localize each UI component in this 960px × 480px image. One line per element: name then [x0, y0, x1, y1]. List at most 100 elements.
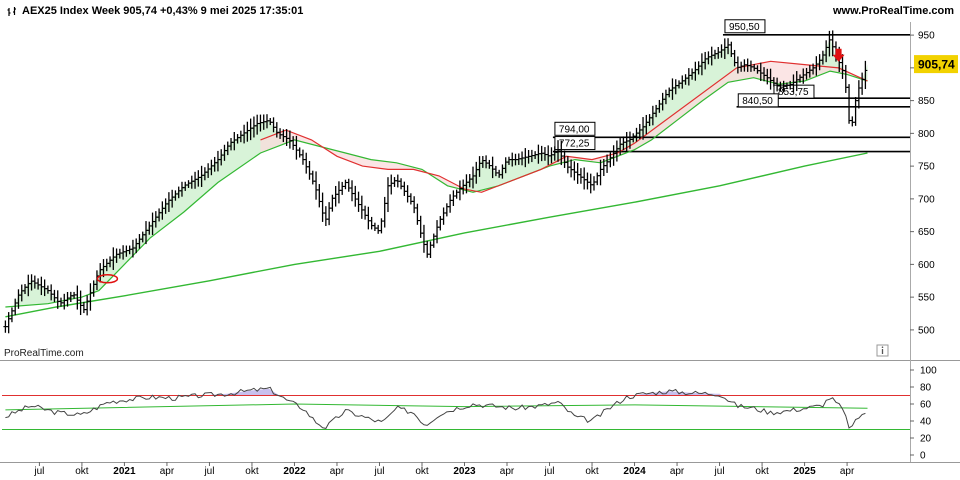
price-bar: [457, 180, 462, 201]
price-bar: [578, 168, 583, 184]
price-bar: [323, 206, 328, 227]
rsi-line: [5, 386, 866, 429]
x-tick-label: jul: [714, 466, 725, 477]
price-bar: [359, 195, 364, 219]
bar-chart-icon: [7, 7, 16, 16]
level-label: 950,50: [729, 22, 760, 33]
price-bar: [300, 149, 305, 165]
down-arrow-marker: [832, 48, 845, 62]
circle-marker: [96, 274, 119, 284]
x-tick-label: okt: [755, 466, 769, 477]
x-tick-label: 2021: [113, 466, 136, 477]
price-bar: [582, 167, 587, 190]
price-bar: [297, 147, 302, 158]
x-tick-label: 2022: [283, 466, 306, 477]
rsi-y-tick-label: 0: [920, 451, 926, 462]
price-bar: [336, 181, 341, 204]
info-icon-dot: [881, 346, 884, 349]
price-bar: [376, 224, 381, 234]
price-bar: [372, 222, 377, 231]
price-y-tick-label: 650: [918, 227, 935, 238]
price-bar: [333, 185, 338, 207]
price-bar: [425, 240, 430, 258]
x-tick-label: apr: [330, 466, 345, 477]
price-bar: [369, 216, 374, 230]
ma-mid-line: [5, 70, 868, 308]
price-bar: [588, 173, 593, 194]
x-tick-label: okt: [415, 466, 429, 477]
price-bar: [585, 172, 590, 190]
price-bar: [304, 152, 309, 174]
price-y-tick-label: 800: [918, 129, 935, 140]
price-bar: [418, 215, 423, 238]
site-link[interactable]: www.ProRealTime.com: [832, 5, 954, 17]
price-bar: [85, 295, 90, 316]
price-bar: [856, 80, 861, 109]
x-tick-label: apr: [160, 466, 175, 477]
x-tick-label: jul: [373, 466, 384, 477]
price-bar: [405, 185, 410, 203]
price-bar: [850, 116, 855, 127]
price-bar: [307, 160, 312, 180]
price-bar: [591, 176, 596, 191]
rsi-y-tick-label: 100: [920, 366, 937, 377]
rsi-midline: [5, 403, 868, 411]
price-bar: [58, 297, 63, 307]
x-tick-label: okt: [245, 466, 259, 477]
price-panel: 500550600650700750800850900950950,50853,…: [0, 19, 960, 462]
x-tick-label: 2024: [623, 466, 646, 477]
price-y-tick-label: 850: [918, 96, 935, 107]
price-bar: [415, 203, 420, 225]
x-tick-label: jul: [203, 466, 214, 477]
info-icon[interactable]: [876, 344, 889, 357]
price-y-tick-label: 550: [918, 293, 935, 304]
price-bar: [382, 196, 387, 228]
level-label-box: [554, 121, 596, 136]
price-bar: [350, 180, 355, 202]
price-bar: [575, 162, 580, 184]
price-bar: [569, 159, 574, 178]
price-bar: [595, 172, 600, 186]
price-bar: [363, 205, 368, 220]
level-label-box: [554, 136, 596, 151]
price-bar: [317, 184, 322, 208]
price-y-tick-label: 700: [918, 194, 935, 205]
rsi-panel: 0 20 40 60 80 100: [0, 366, 960, 463]
price-bar: [572, 161, 577, 181]
price-bar: [441, 207, 446, 225]
price-bar: [448, 194, 453, 213]
price-y-tick-label: 750: [918, 162, 935, 173]
price-bar: [428, 241, 433, 259]
price-bar: [451, 190, 456, 206]
current-price-label: 905,74: [918, 58, 955, 72]
price-bar: [399, 178, 404, 190]
price-bar: [853, 97, 858, 126]
price-bar: [389, 174, 394, 195]
price-y-tick-label: 500: [918, 325, 935, 336]
price-bar: [863, 60, 868, 90]
x-tick-label: okt: [585, 466, 599, 477]
chart-header: AEX25 Index Week 905,74 +0,43% 9 mei 202…: [0, 0, 960, 22]
rsi-y-tick-label: 60: [920, 400, 932, 411]
x-tick-label: jul: [544, 466, 555, 477]
price-bar: [421, 224, 426, 253]
price-bar: [444, 203, 449, 217]
ma-short-line: [260, 60, 868, 193]
x-tick-label: jul: [33, 466, 44, 477]
price-bar: [847, 84, 852, 124]
price-bar: [343, 179, 348, 190]
price-bar: [843, 64, 848, 93]
price-bar: [340, 181, 345, 195]
level-label: 853,75: [778, 87, 809, 98]
price-bar: [356, 191, 361, 212]
price-bar: [320, 192, 325, 222]
price-bar: [314, 171, 319, 200]
rsi-y-tick-label: 40: [920, 417, 932, 428]
level-label: 840,50: [742, 96, 773, 107]
price-bar: [62, 293, 67, 310]
price-bar: [327, 202, 332, 226]
x-tick-label: apr: [500, 466, 515, 477]
price-bar: [454, 189, 459, 199]
level-label: 794,00: [559, 124, 590, 135]
